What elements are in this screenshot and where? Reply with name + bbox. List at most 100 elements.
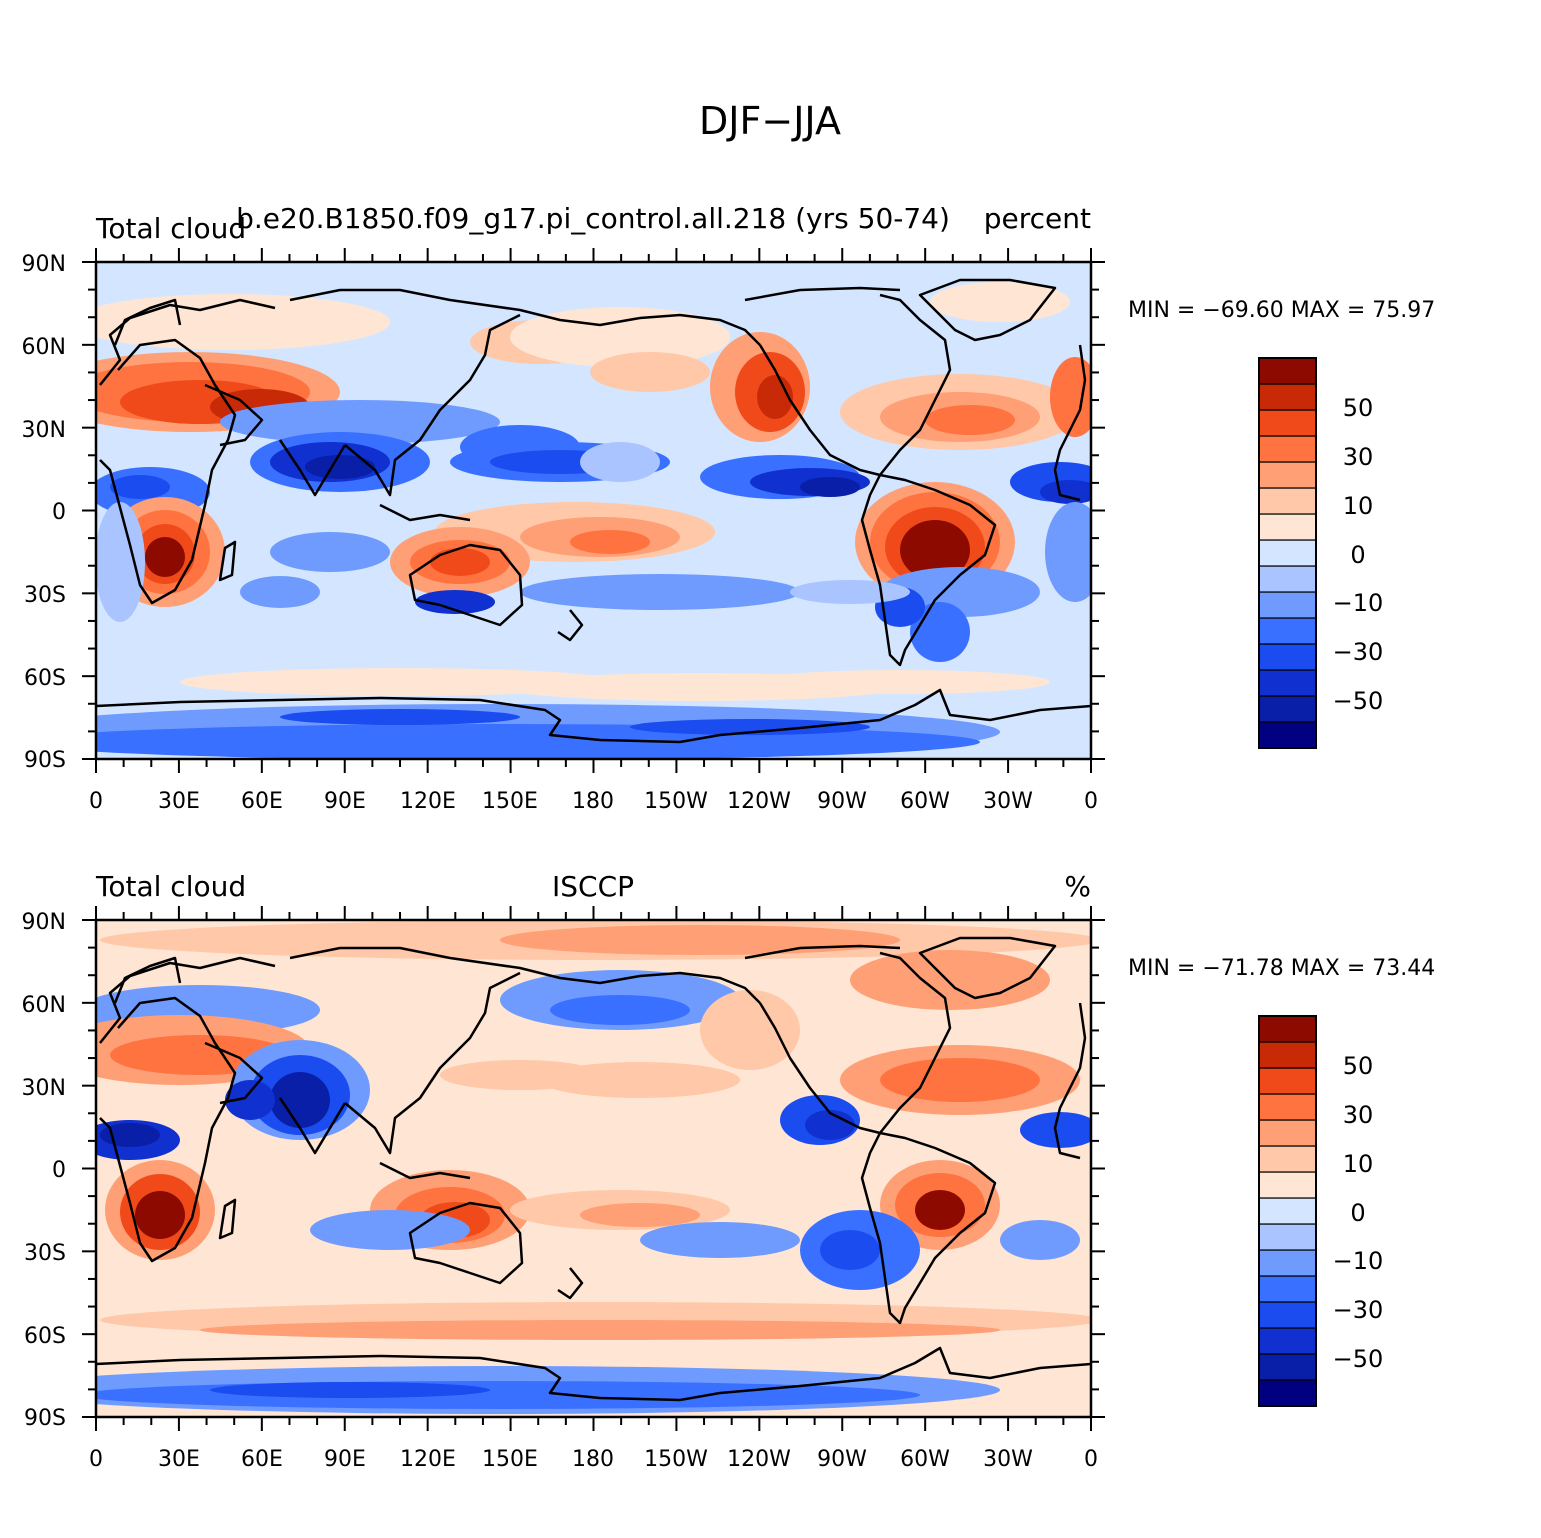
cbar-label-neg10: −10 [1333,1247,1384,1275]
north-america-coast [758,344,881,477]
contour-blob [750,670,1050,694]
contour-blob [790,580,910,604]
lon-label-0-end: 0 [1084,1447,1098,1472]
contour-blob [270,1072,330,1128]
cbar-label-0: 0 [1350,1199,1365,1227]
contour-blob [850,950,1050,1010]
cbar-label-neg10: −10 [1333,589,1384,617]
panel-model-left-label: Total cloud [95,212,246,245]
panel-obs-colorbar [1258,1015,1317,1407]
indonesia-coast [379,503,471,522]
colorbar-swatch-6 [1258,565,1317,593]
contour-blob [570,530,650,554]
colorbar-swatch-1 [1258,1353,1317,1381]
panel-model-lon-labels: 0 30E 60E 90E 120E 150E 180 150W 120W 90… [89,789,1098,814]
colorbar-swatch-4 [1258,1275,1317,1303]
colorbar-swatch-0 [1258,1379,1317,1407]
contour-blob [110,475,170,499]
lat-label-90n: 90N [22,252,66,277]
south-america-coast [860,1131,997,1325]
panel-obs-coastlines [96,936,1091,1402]
lon-label-90w: 90W [817,1447,867,1472]
panel-model: Total cloud b.e20.B1850.f09_g17.pi_contr… [22,202,1436,814]
colorbar-swatch-12 [1258,409,1317,437]
australia-coast [408,1201,524,1285]
contour-blob [580,442,660,482]
madagascar-coast [218,540,237,582]
lat-label-60s: 60S [24,1324,66,1349]
new-zealand-coast [557,609,584,642]
lat-label-90s: 90S [24,1406,66,1431]
contour-blob [1000,1220,1080,1260]
colorbar-swatch-9 [1258,1145,1317,1173]
lon-label-120w: 120W [727,1447,791,1472]
cbar-label-neg30: −30 [1333,638,1384,666]
colorbar-swatch-5 [1258,591,1317,619]
alaska-coast [639,971,761,1004]
contour-blob [900,520,970,580]
europe-coast [99,956,276,1044]
lat-label-30n: 30N [22,418,66,443]
contour-blob [500,925,900,955]
colorbar-swatch-0 [1258,721,1317,749]
panel-model-field [96,282,1091,759]
colorbar-swatch-10 [1258,461,1317,489]
contour-blob [270,532,390,572]
contour-blob [1045,502,1091,602]
lon-label-120e: 120E [400,1447,456,1472]
lat-label-90n: 90N [22,910,66,935]
canada-arctic-coast [744,944,901,960]
panel-model-right-label: percent [984,202,1091,235]
colorbar-swatch-5 [1258,1249,1317,1277]
colorbar-swatch-9 [1258,487,1317,515]
contour-blob [805,1110,855,1140]
lon-label-150w: 150W [644,1447,708,1472]
colorbar-swatch-7 [1258,1197,1317,1225]
contour-blob [135,1191,185,1239]
colorbar-swatch-3 [1258,643,1317,671]
lon-label-150e: 150E [482,1447,538,1472]
colorbar-swatch-8 [1258,1171,1317,1199]
lon-label-30w: 30W [983,789,1033,814]
europe-coast [99,298,276,386]
panel-model-center-label: b.e20.B1850.f09_g17.pi_control.all.218 (… [236,202,950,235]
panel-model-map [96,262,1091,759]
contour-blob [440,1060,600,1090]
panel-model-coastlines [96,278,1091,744]
panel-model-colorbar [1258,357,1317,749]
lon-label-60e: 60E [241,789,283,814]
contour-blob [550,995,690,1025]
madagascar-coast [218,1198,237,1240]
contour-blob [145,537,185,577]
main-title: DJF−JJA [699,99,841,143]
lat-label-90s: 90S [24,748,66,773]
colorbar-swatch-2 [1258,669,1317,697]
antarctica-coast [96,688,1091,744]
panel-obs-lat-labels: 90N 60N 30N 0 30S 60S 90S [22,910,66,1431]
panel-obs-map [96,920,1091,1417]
scandinavia-coast [113,298,182,346]
lon-label-30e: 30E [158,789,200,814]
cbar-label-30: 30 [1343,443,1374,471]
contour-blob [915,1190,965,1230]
lon-label-180: 180 [572,789,614,814]
contour-blob [630,719,870,735]
antarctica-coast [96,1346,1091,1402]
lon-label-0: 0 [89,789,103,814]
lat-label-30s: 30S [24,583,66,608]
arabia-coast [204,1041,264,1105]
colorbar-swatch-13 [1258,1041,1317,1069]
alaska-coast [639,313,761,346]
colorbar-swatch-14 [1258,357,1317,385]
new-zealand-coast [557,1267,584,1300]
cbar-label-10: 10 [1343,1150,1374,1178]
contour-blob [305,455,375,479]
lat-label-eq: 0 [52,500,66,525]
contour-blob [1040,480,1091,504]
greenland-coast [918,936,1057,1000]
contour-blob [820,1230,880,1270]
contour-blob [225,1080,275,1120]
australia-coast [408,543,524,627]
lon-label-120e: 120E [400,789,456,814]
